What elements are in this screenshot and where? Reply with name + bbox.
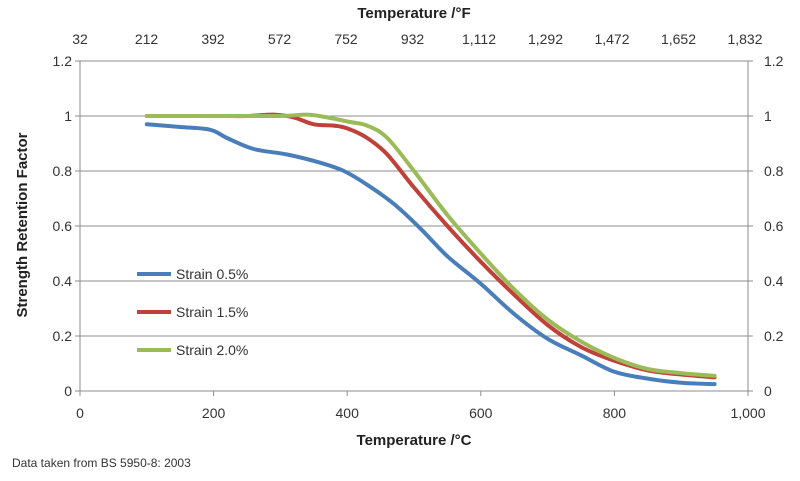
series-line-strain-1-5	[144, 112, 717, 380]
x2-tick-label: 932	[401, 31, 425, 47]
legend-label-strain-2-0: Strain 2.0%	[176, 342, 248, 358]
y2-tick-label: 0.2	[764, 328, 784, 344]
series-line-strain-0-5	[144, 122, 717, 387]
y-tick-label: 1.2	[53, 53, 73, 69]
x2-tick-label: 32	[72, 31, 88, 47]
y-tick-label: 0	[64, 383, 72, 399]
x-tick-label: 600	[469, 405, 493, 421]
x-tick-label: 400	[336, 405, 360, 421]
y2-tick-label: 0.4	[764, 273, 784, 289]
x-axis-title: Temperature /°C	[357, 432, 472, 449]
legend-label-strain-0-5: Strain 0.5%	[176, 266, 248, 282]
x2-tick-label: 572	[268, 31, 292, 47]
y2-tick-label: 0.8	[764, 163, 784, 179]
y2-tick-label: 1	[764, 108, 772, 124]
legend-label-strain-1-5: Strain 1.5%	[176, 304, 248, 320]
footnote: Data taken from BS 5950-8: 2003	[12, 456, 191, 470]
y-axis-title: Strength Retention Factor	[14, 132, 31, 317]
series-lines	[144, 112, 717, 387]
x2-tick-label: 1,652	[661, 31, 696, 47]
x-tick-label: 0	[76, 405, 84, 421]
x2-tick-label: 212	[135, 31, 159, 47]
y-tick-label: 0.8	[53, 163, 73, 179]
y-tick-label: 0.4	[53, 273, 73, 289]
x-tick-label: 200	[202, 405, 226, 421]
x-tick-label: 800	[603, 405, 627, 421]
y2-tick-label: 0.6	[764, 218, 784, 234]
series-line-strain-2-0	[144, 112, 717, 378]
y2-tick-label: 0	[764, 383, 772, 399]
x-tick-label: 1,000	[730, 405, 765, 421]
x2-tick-label: 1,112	[462, 31, 496, 47]
x2-tick-label: 392	[201, 31, 225, 47]
y-tick-label: 0.6	[53, 218, 73, 234]
x2-tick-label: 1,472	[594, 31, 629, 47]
x2-tick-label: 1,292	[528, 31, 563, 47]
y-tick-label: 1	[64, 108, 72, 124]
x2-axis-title: Temperature /°F	[357, 5, 470, 22]
axes	[75, 60, 753, 396]
x2-tick-label: 752	[334, 31, 358, 47]
y-tick-label: 0.2	[53, 328, 73, 344]
legend: Strain 0.5% Strain 1.5% Strain 2.0%	[137, 266, 248, 358]
x2-tick-label: 1,832	[727, 31, 762, 47]
tick-labels: 0 00.2 0.20.4 0.40.6 0.60.8 0.81 11.2 1.20 200 40…	[53, 31, 784, 421]
y2-tick-label: 1.2	[764, 53, 784, 69]
grid-lines	[80, 60, 748, 337]
